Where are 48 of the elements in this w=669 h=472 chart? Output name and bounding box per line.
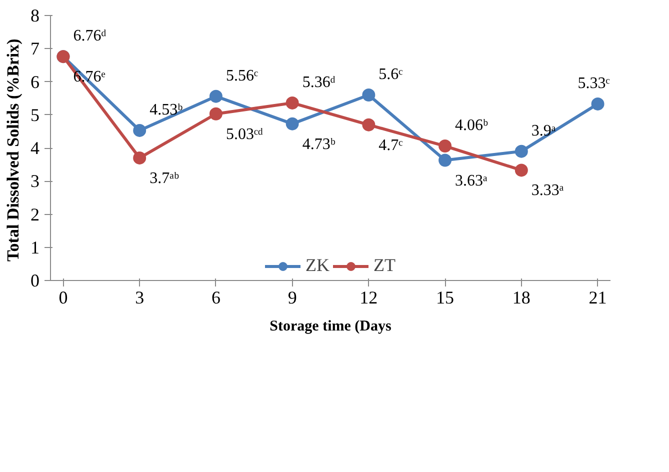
point xyxy=(133,151,146,164)
y-tick-label: 3 xyxy=(30,171,40,192)
y-tick-label: 2 xyxy=(30,204,40,224)
data-label: 3.7ᵃᵇ xyxy=(150,170,179,187)
data-label: 4.53ᵇ xyxy=(150,101,183,118)
x-tick-label: 0 xyxy=(58,288,68,308)
point xyxy=(286,96,299,110)
point xyxy=(514,164,528,177)
data-label: 5.36ᵈ xyxy=(302,74,336,91)
data-label: 5.56ᶜ xyxy=(226,67,258,84)
y-tick-label: 1 xyxy=(30,237,40,258)
y-tick-label: 0 xyxy=(30,270,40,290)
data-label: 3.9ᵃ xyxy=(531,122,556,140)
point xyxy=(438,154,452,167)
point xyxy=(438,140,452,152)
point xyxy=(209,107,222,120)
point xyxy=(286,117,299,130)
y-tick-label: 7 xyxy=(30,38,40,59)
data-label: 4.06ᵇ xyxy=(455,117,488,134)
x-tick-label: 3 xyxy=(135,288,144,308)
x-tick-label: 21 xyxy=(588,288,607,308)
point xyxy=(591,97,604,110)
data-label: 6.76ᵈ xyxy=(73,28,106,45)
y-tick-label: 6 xyxy=(30,72,40,92)
data-label: 3.63ᵃ xyxy=(455,172,488,190)
point xyxy=(209,90,222,103)
legend-label: ZT xyxy=(374,255,396,276)
x-tick-label: 18 xyxy=(512,288,530,308)
x-tick-label: 15 xyxy=(436,288,454,308)
y-tick-label: 5 xyxy=(30,104,40,125)
point xyxy=(362,88,376,102)
data-label: 4.73ᵇ xyxy=(302,136,336,153)
data-label: 5.33ᶜ xyxy=(578,74,610,92)
x-tick-label: 12 xyxy=(360,288,378,308)
y-axis-title: Total Dissolved Solids (%Brix) xyxy=(4,38,22,262)
x-tick-label: 6 xyxy=(211,288,220,308)
data-label: 4.7ᶜ xyxy=(378,136,403,154)
data-label: 3.33ᵃ xyxy=(531,182,564,200)
y-tick-label: 4 xyxy=(30,138,40,158)
legend-label: ZK xyxy=(306,255,330,276)
data-label: 5.03ᶜᵈ xyxy=(226,126,264,143)
x-axis-title: Storage time (Days xyxy=(270,318,392,334)
x-tick-label: 9 xyxy=(288,288,297,308)
y-tick-label: 8 xyxy=(30,6,40,26)
point xyxy=(362,118,376,132)
point xyxy=(514,144,528,158)
data-label: 5.6ᶜ xyxy=(378,66,403,83)
point xyxy=(133,124,146,137)
